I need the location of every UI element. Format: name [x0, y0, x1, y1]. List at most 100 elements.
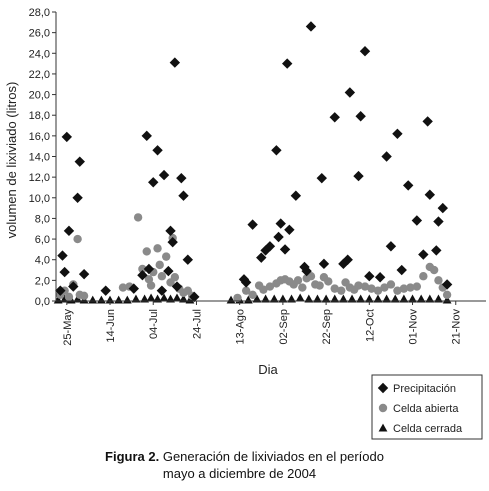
data-point-diamond [433, 216, 444, 227]
data-point-diamond [374, 272, 386, 283]
x-tick-label: 04-Jul [148, 309, 160, 339]
series-diamond [55, 21, 453, 303]
legend-entry-label: Precipitación [393, 383, 456, 395]
data-point-triangle [313, 294, 322, 303]
y-tick-label: 6,0 [35, 234, 50, 246]
data-point-triangle [179, 294, 188, 303]
legend-entry-label: Celda cerrada [393, 423, 463, 435]
data-point-diamond [279, 244, 291, 255]
caption-text: Generación de lixiviados en el período [162, 449, 384, 464]
data-point-circle [306, 272, 316, 281]
data-point-diamond [411, 215, 423, 226]
data-point-triangle [399, 294, 409, 303]
data-point-triangle [252, 294, 262, 303]
data-point-diamond [422, 116, 433, 127]
series-triangle [53, 293, 452, 304]
data-point-circle [315, 281, 324, 290]
data-point-circle [429, 265, 439, 275]
data-point-triangle [105, 295, 115, 304]
data-point-diamond [364, 271, 375, 282]
data-point-diamond [256, 252, 267, 263]
data-point-circle [259, 285, 268, 294]
data-point-circle [442, 290, 452, 300]
y-tick-label: 8,0 [35, 213, 50, 225]
data-point-circle [367, 284, 376, 293]
data-point-diamond [275, 218, 286, 229]
data-point-diamond [305, 21, 317, 32]
data-point-diamond [316, 172, 327, 184]
legend-box [371, 374, 483, 440]
data-point-diamond [189, 291, 200, 303]
data-point-circle [293, 276, 303, 285]
data-point-triangle [185, 295, 195, 304]
data-point-triangle [153, 294, 162, 303]
data-point-diamond [318, 258, 330, 270]
series-circle [56, 213, 452, 303]
data-point-circle [399, 284, 409, 293]
data-point-triangle [261, 294, 270, 303]
legend-marker-circle [378, 403, 388, 413]
data-point-triangle [269, 294, 279, 303]
data-point-triangle [373, 294, 383, 303]
data-point-diamond [167, 236, 178, 248]
data-point-triangle [140, 294, 149, 303]
y-tick-label: 20,0 [29, 90, 50, 102]
data-point-circle [133, 213, 143, 222]
data-point-diamond [171, 281, 183, 292]
data-point-triangle [243, 295, 253, 304]
data-point-circle [79, 291, 89, 301]
y-tick-label: 14,0 [29, 152, 50, 164]
y-tick-label: 18,0 [29, 110, 50, 122]
data-point-triangle [330, 294, 340, 303]
x-tick-label: 12-Oct [364, 309, 376, 342]
data-point-diamond [182, 254, 194, 265]
data-point-circle [412, 282, 422, 291]
data-point-triangle [226, 295, 236, 304]
x-tick-label: 25-May [62, 309, 74, 346]
data-point-diamond [381, 151, 392, 162]
data-point-diamond [100, 285, 111, 296]
data-point-triangle [425, 294, 435, 303]
data-point-diamond [431, 245, 442, 256]
data-point-circle [248, 290, 257, 300]
data-point-triangle [166, 294, 175, 303]
data-point-diamond [137, 269, 148, 281]
caption-line2: mayo a diciembre de 2004 [162, 466, 317, 481]
data-point-circle [406, 283, 415, 292]
data-point-triangle [416, 294, 426, 303]
data-point-diamond [301, 265, 312, 277]
plot-marks [53, 21, 453, 304]
data-point-triangle [304, 294, 314, 303]
data-point-diamond [247, 219, 258, 230]
data-point-triangle [338, 294, 348, 303]
legend: Precipitación Celda abierta Celda cerrada [371, 374, 483, 440]
caption-label: Figura 2. [105, 449, 160, 464]
x-tick-label: 22-Sep [321, 309, 333, 344]
data-point-diamond [418, 249, 429, 260]
data-point-diamond [284, 224, 295, 235]
data-point-circle [380, 283, 389, 292]
data-point-diamond [344, 87, 356, 98]
data-point-diamond [128, 283, 139, 294]
data-point-diamond [61, 131, 73, 143]
x-tick-label: 13-Ago [235, 309, 247, 344]
data-point-triangle [159, 293, 169, 302]
data-point-diamond [165, 225, 176, 237]
data-point-circle [138, 264, 147, 274]
data-point-triangle [434, 294, 443, 303]
data-point-diamond [156, 285, 168, 296]
data-point-triangle [122, 295, 132, 304]
data-point-diamond [342, 254, 353, 265]
data-point-triangle [96, 295, 106, 304]
data-point-diamond [176, 172, 187, 184]
data-point-diamond [148, 177, 159, 188]
data-point-diamond [163, 265, 174, 277]
y-tick-label: 28,0 [29, 7, 50, 19]
data-point-circle [142, 247, 151, 256]
y-tick-label: 4,0 [35, 255, 50, 267]
y-tick-label: 0,0 [35, 296, 50, 308]
data-point-triangle [73, 294, 83, 303]
data-point-circle [162, 252, 171, 261]
data-point-diamond [424, 189, 436, 200]
data-point-diamond [441, 279, 453, 290]
